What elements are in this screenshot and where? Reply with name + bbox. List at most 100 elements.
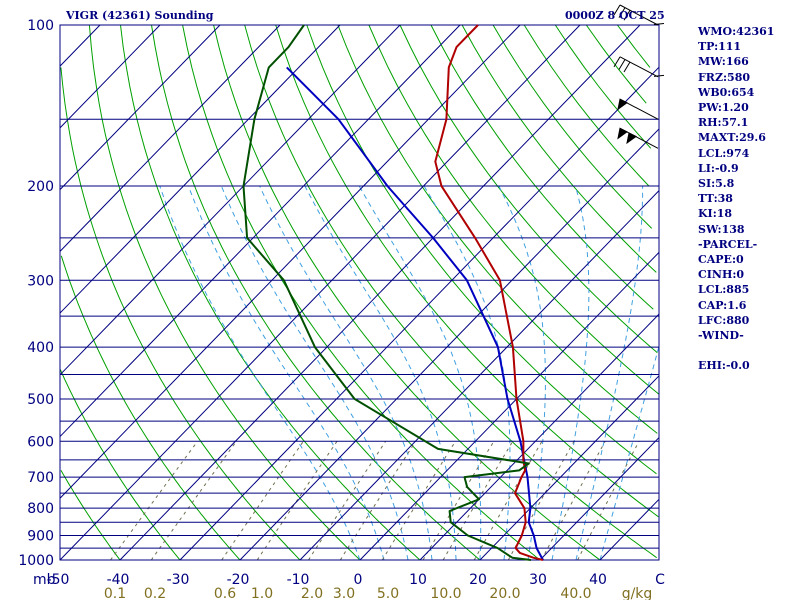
dry-adiabat-line [244,24,657,559]
isobar-lines [59,24,660,561]
isotherm-line [59,24,401,376]
isotherm-line [59,24,581,561]
station-title: VIGR (42361) Sounding [66,9,214,22]
dry-adiabat-line [120,24,421,561]
dewpoint-trace [242,24,532,561]
isotherm-line [479,375,660,561]
temperature-tick-label: 30 [529,572,547,588]
pressure-tick-label: 300 [27,273,54,289]
sounding-index-item: PW:1.20 [698,101,749,115]
wind-barb-staff [619,4,659,26]
sounding-profiles [242,24,544,561]
mixing-ratio-tick-label: 10.0 [430,586,461,600]
mixing-ratio-tick-label: 20.0 [489,586,520,600]
sounding-index-item: CAP:1.6 [698,298,747,312]
dry-adiabat-line [151,24,481,561]
sounding-index-item: LI:-0.9 [698,161,739,175]
isotherm-line [59,24,341,314]
pressure-tick-label: 500 [27,392,54,408]
isotherm-line [59,24,521,499]
mixing-ratio-tick-label: 1.0 [251,586,273,600]
moist-adiabat-line [575,186,644,561]
wind-barb-tick [653,74,665,77]
sounding-index-item: WMO:42361 [698,25,775,38]
sounding-time: 0000Z 8 OCT 25 [565,9,665,22]
mixing-ratio-line [150,441,237,561]
pressure-tick-label: 800 [27,501,54,517]
isotherm-lines [59,24,660,561]
dry-adiabat-line [585,24,647,104]
dry-adiabat-line [523,24,650,187]
pressure-tick-label: 200 [27,179,54,195]
dry-adiabat-line [60,67,301,561]
x-axis-unit-label: mb [33,572,56,588]
mixing-ratio-line [221,441,304,561]
wind-barb-flag [623,9,631,21]
dry-adiabat-line [554,24,652,149]
temperature-tick-label: 40 [589,572,607,588]
mixing-ratio-line [381,441,456,561]
sounding-index-item: TP:111 [698,40,742,54]
mixing-ratio-line [110,441,198,561]
mixing-ratio-line [308,441,387,561]
pressure-tick-label: 600 [27,434,54,450]
mixing-ratio-tick-label: 3.0 [333,586,355,600]
wind-barb-staff [619,56,659,78]
temperature-tick-label: 0 [354,572,363,588]
wind-barb-tick [653,23,665,25]
mixing-ratio-tick-label: 40.0 [560,586,591,600]
dry-adiabat-line [492,24,653,229]
wind-barb-pennant [617,127,628,140]
sounding-index-item: SW:138 [698,222,745,236]
pressure-tick-label: 100 [27,18,54,34]
mixing-ratio-unit-label: g/kg [622,586,653,600]
temperature-tick-label: -20 [227,572,250,588]
dry-adiabat-lines [59,24,660,561]
temperature-tick-label: -10 [287,572,310,588]
isotherm-line [299,190,660,561]
isotherm-line [539,437,660,561]
dry-adiabat-line [275,24,659,518]
sounding-index-item: SI:5.8 [698,177,735,191]
dry-adiabat-line [213,24,601,561]
pressure-tick-label: 400 [27,340,54,356]
mixing-ratio-line [577,441,640,561]
sounding-index-item: LCL:974 [698,146,750,160]
isotherm-line [119,24,641,561]
wind-barb-flag [613,4,621,16]
temperature-tick-label: -50 [47,572,70,588]
isotherm-line [239,128,660,561]
isotherm-line [599,498,660,561]
temperature-tick-label: -30 [167,572,190,588]
moist-adiabat-line [304,185,457,560]
wind-barb-pennant [626,132,637,145]
parcel-trace [286,66,544,561]
mixing-ratio-tick-label: 0.2 [144,586,166,600]
mixing-ratio-tick-label: 5.0 [377,586,399,600]
sounding-index-item: MW:166 [698,55,749,69]
sounding-index-item: FRZ:580 [698,70,751,84]
wind-barb-flag [618,7,626,18]
temperature-tick-label: -40 [107,572,130,588]
dry-adiabat-line [399,24,658,354]
mixing-ratio-line [256,441,338,561]
sounding-index-item: KI:18 [698,207,733,221]
sounding-index-item: MAXT:29.6 [698,131,766,145]
sounding-index-item: TT:38 [698,192,733,206]
sounding-index-item: RH:57.1 [698,116,749,130]
isotherm-line [179,66,660,561]
mixing-ratio-lines [110,441,640,561]
plot-frame [59,24,660,561]
sounding-index-item: WB0:654 [698,85,755,99]
wind-barb-flag [613,56,621,68]
isotherm-line [59,24,281,252]
dry-adiabat-line [368,24,660,395]
wind-barbs [613,4,665,149]
dry-adiabat-line [60,470,121,561]
sounding-index-item: CINH:0 [698,268,745,282]
moist-adiabat-line [599,346,660,561]
dry-adiabat-line [461,24,657,273]
temperature-tick-label: 10 [409,572,427,588]
